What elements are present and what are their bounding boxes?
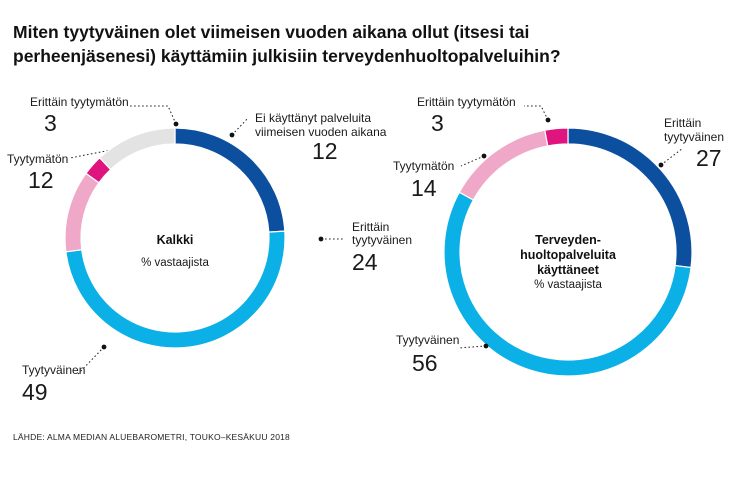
donut-2-label-erittain-tyytyvainen: Erittäin bbox=[664, 116, 701, 130]
donut-2-value-erittain-tyytymaton: 3 bbox=[431, 110, 444, 136]
source-note: LÄHDE: ALMA MEDIAN ALUEBAROMETRI, TOUKO–… bbox=[13, 432, 290, 442]
donut-1-leader-dot-tyytyvainen bbox=[101, 344, 107, 350]
donut-2-label-tyytymaton: Tyytymätön bbox=[393, 159, 454, 173]
donut-1-label-tyytyvainen: Tyytyväinen bbox=[22, 363, 85, 377]
donut-2-leader-line-tyytyvainen bbox=[457, 345, 487, 349]
donut-2-center-title: käyttäneet bbox=[537, 263, 600, 277]
donut-1-leader-dot-erittain-tyytyvainen bbox=[318, 236, 324, 242]
donut-1-slice-tyytymaton bbox=[64, 172, 100, 253]
donut-2-label-erittain-tyytymaton: Erittäin tyytymätön bbox=[417, 95, 516, 109]
donut-2-label-tyytyvainen: Tyytyväinen bbox=[396, 333, 459, 347]
donut-1-value-tyytymaton: 12 bbox=[28, 167, 54, 193]
donut-2-value-erittain-tyytyvainen: 27 bbox=[696, 145, 722, 171]
donut-2-center-title: Terveyden- bbox=[535, 233, 601, 247]
donut-1-label-ei-kayttanyt: Ei käyttänyt palveluita bbox=[255, 111, 371, 125]
chart-title-line-1: Miten tyytyväinen olet viimeisen vuoden … bbox=[13, 22, 530, 42]
donut-2-leader-dot-erittain-tyytymaton bbox=[545, 117, 551, 123]
donut-1-slice-ei-kayttanyt bbox=[98, 127, 176, 171]
donut-1-leader-dot-erittain-tyytymaton bbox=[173, 121, 179, 127]
donut-2-value-tyytymaton: 14 bbox=[411, 175, 437, 201]
donut-1-value-erittain-tyytyvainen: 24 bbox=[352, 249, 378, 275]
donut-1-label-tyytymaton: Tyytymätön bbox=[7, 152, 68, 166]
donut-1-label-ei-kayttanyt: viimeisen vuoden aikana bbox=[255, 125, 387, 139]
donut-1-center-title: Kalkki bbox=[157, 233, 194, 247]
donut-1-label-erittain-tyytymaton: Erittäin tyytymätön bbox=[30, 95, 129, 109]
donut-2-leader-dot-erittain-tyytyvainen bbox=[658, 162, 664, 168]
donut-2-leader-line-erittain-tyytyvainen bbox=[660, 147, 684, 166]
donut-1-leader-line-ei-kayttanyt bbox=[231, 117, 249, 136]
donut-2-leader-line-tyytymaton bbox=[460, 155, 485, 167]
donut-1-label-erittain-tyytyvainen: tyytyväinen bbox=[352, 233, 412, 247]
chart-title: Miten tyytyväinen olet viimeisen vuoden … bbox=[13, 20, 733, 68]
donut-2-center-subtitle: % vastaajista bbox=[534, 279, 602, 291]
donut-2-slice-tyytymaton bbox=[458, 129, 549, 201]
donut-1-label-erittain-tyytyvainen: Erittäin bbox=[352, 220, 389, 234]
donut-1-leader-dot-ei-kayttanyt bbox=[229, 132, 235, 138]
donut-2-label-erittain-tyytyvainen: tyytyväinen bbox=[664, 130, 724, 144]
chart-title-line-2: perheenjäsenesi) käyttämiin julkisiin te… bbox=[13, 46, 561, 66]
donut-1-value-ei-kayttanyt: 12 bbox=[312, 138, 338, 164]
donut-1-center-subtitle: % vastaajista bbox=[141, 257, 209, 269]
donut-1-value-erittain-tyytymaton: 3 bbox=[44, 110, 57, 136]
donut-1-value-tyytyvainen: 49 bbox=[22, 379, 48, 405]
donut-1-slice-erittain-tyytyvainen bbox=[174, 127, 286, 233]
donut-2-leader-line-erittain-tyytymaton bbox=[524, 105, 549, 121]
donut-1-leader-line-erittain-tyytymaton bbox=[130, 105, 177, 125]
donut-2-center-title: huoltopalveluita bbox=[520, 248, 617, 262]
donut-2-slice-erittain-tyytymaton bbox=[544, 127, 569, 147]
donut-2-value-tyytyvainen: 56 bbox=[412, 350, 438, 376]
donut-2-leader-dot-tyytyvainen bbox=[483, 343, 489, 349]
donut-1-slice-tyytyvainen bbox=[65, 230, 286, 349]
donut-2-leader-dot-tyytymaton bbox=[481, 153, 487, 159]
